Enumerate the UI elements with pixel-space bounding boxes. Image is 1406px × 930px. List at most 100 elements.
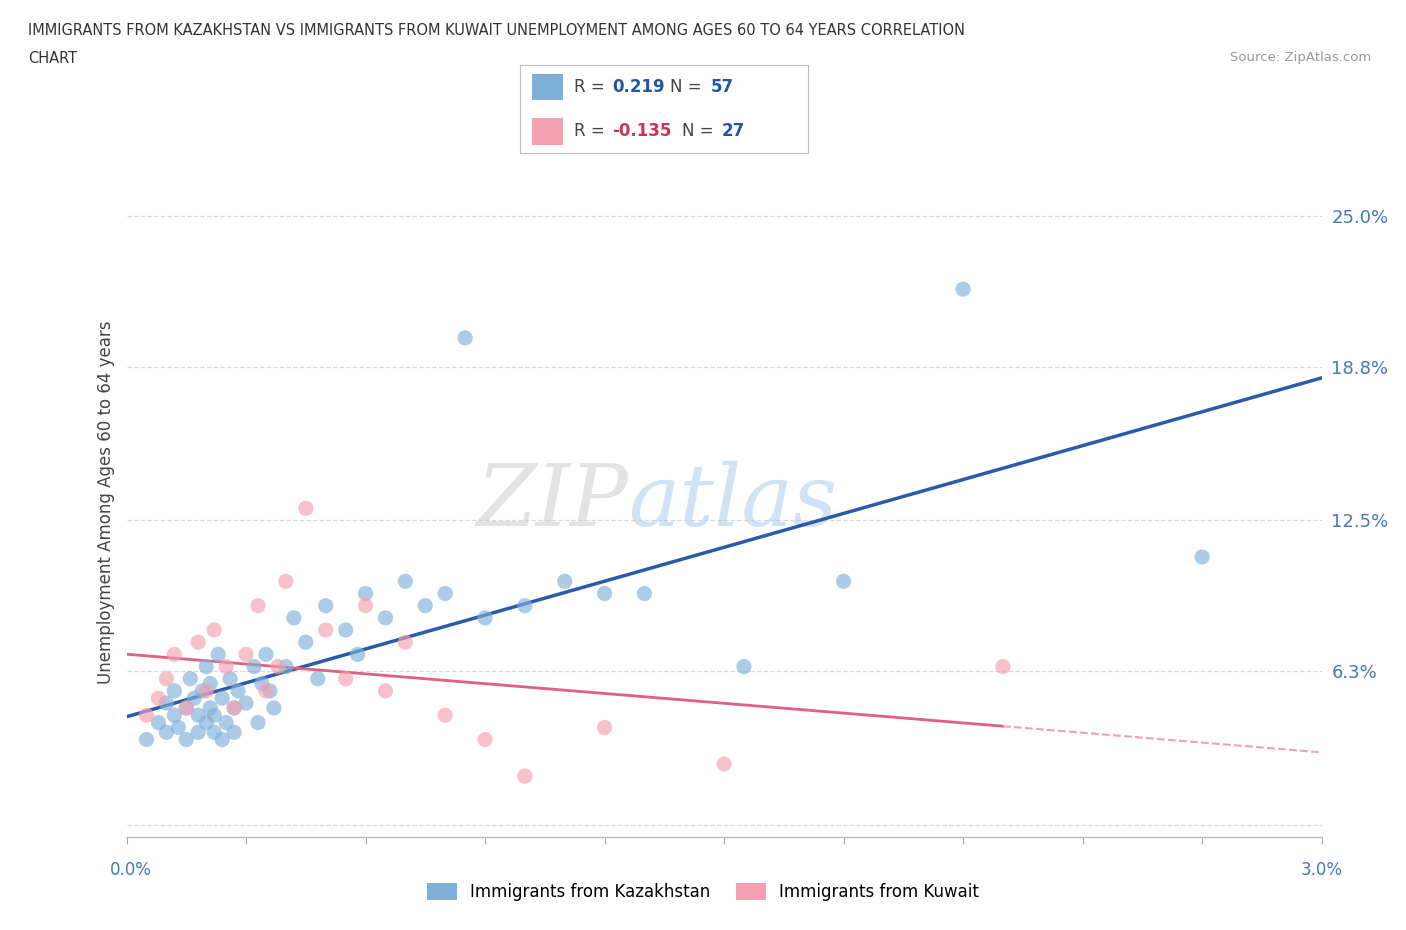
Point: [267, 659, 290, 674]
Point: [179, 671, 201, 686]
Legend: Immigrants from Kazakhstan, Immigrants from Kuwait: Immigrants from Kazakhstan, Immigrants f…: [420, 876, 986, 908]
Point: [183, 691, 205, 706]
Point: [354, 586, 377, 601]
Point: [222, 700, 246, 715]
Point: [294, 635, 316, 650]
Point: [215, 659, 238, 674]
Text: -0.135: -0.135: [613, 123, 672, 140]
Point: [254, 684, 277, 698]
Point: [163, 647, 186, 662]
Point: [434, 708, 457, 723]
Text: 0.219: 0.219: [613, 78, 665, 96]
Text: CHART: CHART: [28, 51, 77, 66]
Text: N =: N =: [682, 123, 718, 140]
Point: [513, 598, 536, 613]
Point: [1191, 550, 1213, 565]
Point: [187, 724, 209, 739]
Text: IMMIGRANTS FROM KAZAKHSTAN VS IMMIGRANTS FROM KUWAIT UNEMPLOYMENT AMONG AGES 60 : IMMIGRANTS FROM KAZAKHSTAN VS IMMIGRANTS…: [28, 23, 965, 38]
Point: [211, 691, 233, 706]
Text: atlas: atlas: [628, 461, 838, 543]
Point: [247, 715, 270, 730]
Point: [187, 635, 209, 650]
Bar: [531, 118, 564, 145]
Point: [163, 684, 186, 698]
Point: [135, 708, 157, 723]
Point: [593, 720, 616, 735]
Point: [294, 501, 316, 516]
Text: Source: ZipAtlas.com: Source: ZipAtlas.com: [1230, 51, 1371, 64]
Point: [211, 732, 233, 747]
Point: [554, 574, 576, 589]
Point: [226, 684, 249, 698]
Point: [250, 676, 273, 691]
Point: [633, 586, 655, 601]
Text: 3.0%: 3.0%: [1301, 860, 1343, 879]
Point: [354, 598, 377, 613]
Point: [174, 700, 197, 715]
Point: [394, 635, 416, 650]
Point: [195, 659, 218, 674]
Point: [307, 671, 329, 686]
Point: [235, 696, 257, 711]
Text: 0.0%: 0.0%: [110, 860, 152, 879]
Point: [222, 724, 246, 739]
Point: [163, 708, 186, 723]
Point: [167, 720, 190, 735]
Point: [991, 659, 1014, 674]
Point: [200, 676, 222, 691]
Point: [832, 574, 855, 589]
Text: R =: R =: [574, 78, 610, 96]
Text: ZIP: ZIP: [477, 461, 628, 543]
Point: [155, 696, 177, 711]
Point: [513, 769, 536, 784]
Point: [202, 708, 225, 723]
Point: [593, 586, 616, 601]
Point: [202, 622, 225, 637]
Point: [335, 671, 357, 686]
Point: [187, 708, 209, 723]
Point: [174, 700, 197, 715]
Point: [135, 732, 157, 747]
Point: [222, 700, 246, 715]
Point: [247, 598, 270, 613]
Point: [274, 659, 297, 674]
Point: [394, 574, 416, 589]
Point: [733, 659, 755, 674]
Point: [200, 700, 222, 715]
Point: [155, 671, 177, 686]
Point: [315, 598, 337, 613]
Text: 57: 57: [710, 78, 734, 96]
Point: [315, 622, 337, 637]
Bar: [531, 74, 564, 100]
Point: [413, 598, 436, 613]
Point: [274, 574, 297, 589]
Text: R =: R =: [574, 123, 610, 140]
Text: 27: 27: [723, 123, 745, 140]
Point: [155, 724, 177, 739]
Point: [215, 715, 238, 730]
Point: [374, 684, 396, 698]
Point: [335, 622, 357, 637]
Point: [219, 671, 242, 686]
Point: [243, 659, 266, 674]
Point: [191, 684, 214, 698]
Point: [254, 647, 277, 662]
Point: [148, 691, 170, 706]
Point: [454, 330, 477, 345]
Point: [202, 724, 225, 739]
Point: [474, 732, 496, 747]
Point: [374, 610, 396, 625]
Point: [148, 715, 170, 730]
Y-axis label: Unemployment Among Ages 60 to 64 years: Unemployment Among Ages 60 to 64 years: [97, 321, 115, 684]
Point: [259, 684, 281, 698]
Point: [346, 647, 368, 662]
Point: [235, 647, 257, 662]
Point: [174, 732, 197, 747]
Point: [952, 282, 974, 297]
Point: [713, 756, 735, 771]
Point: [434, 586, 457, 601]
Point: [195, 684, 218, 698]
Text: N =: N =: [671, 78, 707, 96]
Point: [207, 647, 229, 662]
Point: [195, 715, 218, 730]
